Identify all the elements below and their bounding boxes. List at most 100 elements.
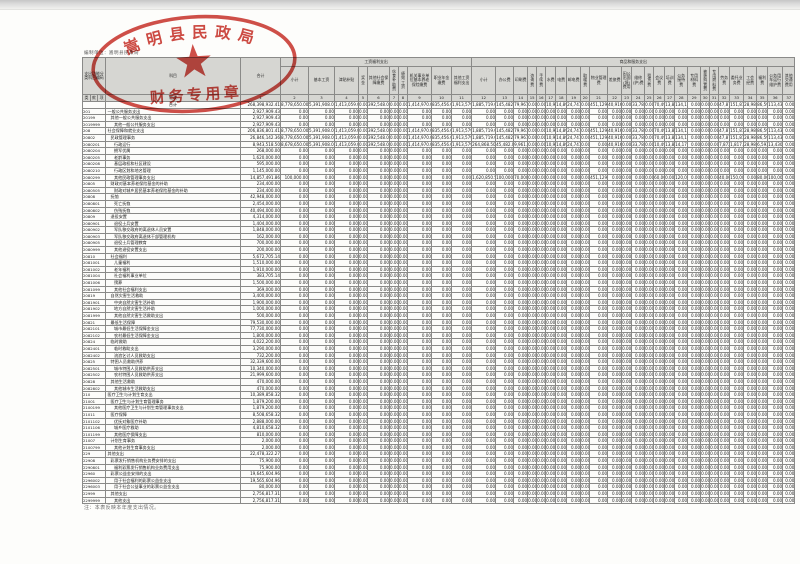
cell-value: 0.00 — [607, 377, 623, 386]
cell-value: 0.00 — [631, 312, 646, 320]
cell-value: 0.00 — [280, 404, 310, 412]
cell-value: 0.00 — [367, 312, 391, 320]
cell-value: 1,910,000.00 — [240, 265, 282, 274]
cell-value: 0.00 — [527, 107, 538, 116]
cell-value: 0.00 — [451, 199, 473, 208]
cell-value: 0.00 — [358, 107, 369, 116]
cell-value: 0.00 — [621, 364, 633, 373]
cell-subject: 军队移交政府离退休干部管理机构 — [105, 232, 242, 241]
cell-value: 0.00 — [687, 127, 702, 135]
cell-value: 0.00 — [729, 193, 745, 201]
cell-value: 0.00 — [280, 384, 310, 393]
cell-value: 0.00 — [451, 312, 473, 320]
cell-value: 0.00 — [389, 476, 400, 485]
cell-value: 0.00 — [495, 193, 515, 201]
cell-value: 0.00 — [700, 147, 711, 155]
cell-value: 0.00 — [767, 364, 784, 373]
cell-value: 0.00 — [700, 437, 711, 445]
cell-value: 0.00 — [589, 476, 609, 485]
header-group: 工资福利支出 — [280, 57, 473, 67]
cell-value: 0.00 — [767, 476, 784, 485]
cell-value: 0.00 — [358, 279, 369, 287]
cell-value: 0.00 — [687, 443, 702, 452]
cell-value: 0.00 — [653, 252, 666, 261]
cell-value: 1,414,970.00 — [407, 127, 433, 135]
cell-value: 0.00 — [782, 430, 796, 439]
table-row: 2080903 军队移交政府离退休干部管理机构 162,000.00 0.00 0.00… — [81, 232, 796, 241]
cell-code: 2081901 — [81, 298, 107, 307]
cell-value: 0.00 — [664, 173, 676, 182]
cell-value: 0.00 — [513, 391, 529, 399]
cell-value: 0.00 — [631, 107, 646, 116]
cell-value: 451,129.00 — [589, 173, 609, 182]
cell-value: 0.00 — [664, 107, 676, 116]
cell-value: 0.00 — [536, 490, 547, 498]
cell-value: 0.00 — [756, 239, 769, 248]
cell-value: 0.00 — [280, 107, 310, 116]
cell-value: 0.00 — [389, 226, 400, 234]
cell-value: 0.00 — [729, 279, 745, 287]
column-number: 33 — [729, 94, 745, 102]
cell-value: 0.00 — [709, 298, 720, 307]
cell-value: 0.00 — [527, 437, 538, 445]
cell-value: 0.00 — [367, 351, 391, 360]
cell-value: 0.00 — [756, 318, 769, 327]
cell-value: 0.00 — [367, 252, 391, 261]
cell-value: 0.00 — [407, 483, 433, 492]
header-column: 其他社会保障缴费 — [367, 66, 391, 95]
cell-value: 0.00 — [687, 239, 702, 248]
cell-value: 0.00 — [644, 364, 655, 373]
cell-code: 2101199 — [81, 430, 107, 439]
cell-value: 0.00 — [687, 120, 702, 129]
cell-value: 80,000.00 — [756, 173, 769, 182]
cell-value: 0.00 — [589, 107, 609, 116]
cell-value: 1,510,000.00 — [240, 259, 282, 267]
cell-value: 0.00 — [621, 344, 633, 353]
cell-value: 0.00 — [621, 351, 633, 360]
cell-value: 0.00 — [653, 246, 666, 254]
cell-value: 0.00 — [589, 463, 609, 472]
cell-value: 0.00 — [607, 199, 623, 208]
cell-value: 0.00 — [280, 358, 310, 366]
cell-value: 0.00 — [782, 358, 796, 366]
cell-value: 0.00 — [431, 114, 453, 122]
cell-value: 0.00 — [653, 417, 666, 426]
cell-value: 0.00 — [334, 232, 360, 241]
cell-value: 0.00 — [718, 463, 731, 472]
cell-value: 40,000.00 — [718, 173, 731, 182]
column-number: 24 — [631, 94, 646, 102]
cell-value: 0.00 — [471, 338, 497, 346]
cell-value: 0.00 — [389, 133, 400, 142]
cell-value: 0.00 — [709, 331, 720, 340]
cell-value: 0.00 — [555, 410, 568, 419]
cell-value: 0.00 — [308, 410, 336, 419]
cell-value: 0.00 — [718, 377, 731, 386]
cell-value: 0.00 — [782, 160, 796, 168]
cell-value: 0.00 — [743, 470, 758, 478]
cell-value: 0.00 — [687, 305, 702, 313]
cell-value: 0.00 — [280, 120, 310, 129]
cell-value: 0.00 — [743, 107, 758, 116]
cell-value: 0.00 — [589, 325, 609, 333]
cell-value: 0.00 — [398, 173, 409, 182]
cell-value: 0.00 — [308, 384, 336, 393]
cell-value: 0.00 — [607, 397, 623, 406]
cell-value: 0.00 — [589, 219, 609, 228]
cell-value: 0.00 — [644, 147, 655, 155]
cell-value: 120,000.00 — [674, 173, 689, 182]
cell-value: 28,988.00 — [743, 101, 758, 109]
cell-value: 0.00 — [631, 180, 646, 188]
cell-value: 0.00 — [545, 166, 557, 175]
cell-value: 0.00 — [451, 213, 473, 221]
cell-value: 0.00 — [718, 292, 731, 300]
cell-value: 0.00 — [756, 272, 769, 281]
cell-value: 0.00 — [527, 430, 538, 439]
cell-value: 0.00 — [631, 219, 646, 228]
cell-value: 0.00 — [495, 153, 515, 162]
cell-value: 0.00 — [431, 424, 453, 432]
cell-value: 0.00 — [782, 147, 796, 155]
cell-value: 0.00 — [398, 166, 409, 175]
cell-value: 0.00 — [389, 232, 400, 241]
cell-value: 1,885,719.00 — [471, 133, 497, 142]
cell-value: 0.00 — [709, 450, 720, 459]
